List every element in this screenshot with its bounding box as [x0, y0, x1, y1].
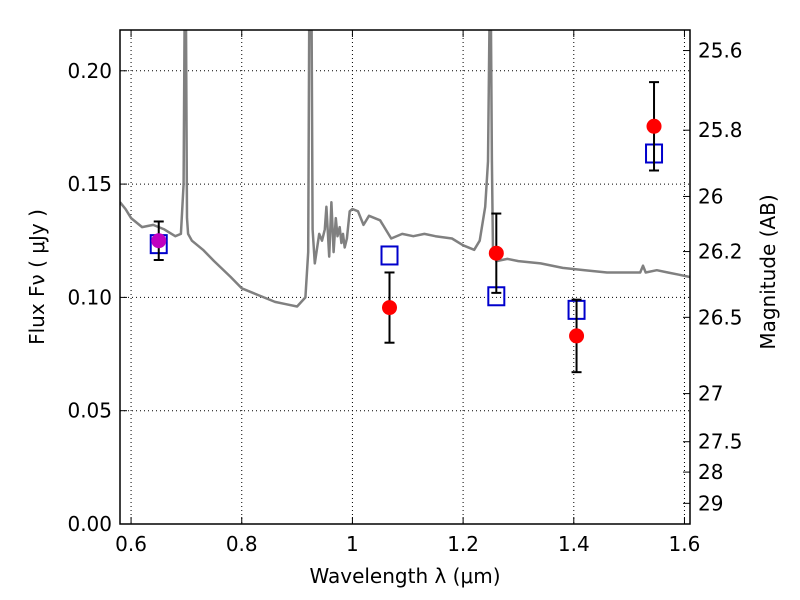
mag-tick-label: 27.5 [698, 430, 743, 454]
x-tick-label: 1.6 [669, 532, 701, 556]
mag-tick-label: 27 [698, 382, 723, 406]
points-layer [149, 81, 664, 374]
x-tick-label: 1.2 [447, 532, 479, 556]
model-spectrum-line [120, 30, 690, 308]
y-tick-label: 0.00 [67, 512, 112, 536]
y-tick-label: 0.05 [67, 399, 112, 423]
observed-point [646, 118, 662, 134]
model-box-marker [380, 245, 399, 266]
y-tick-label: 0.15 [67, 172, 112, 196]
spectrum-layer [120, 30, 690, 308]
mag-tick-label: 26.5 [698, 305, 743, 329]
observed-point [151, 233, 167, 249]
y-axis-label: Flux Fν ( μJy ) [25, 209, 49, 345]
x-tick-label: 0.8 [226, 532, 258, 556]
x-tick-label: 0.6 [115, 532, 147, 556]
observed-point [569, 328, 585, 344]
axis-ticks: 0.6 0.8 1 1.2 1.4 1.6 0.00 0.05 0.10 0.15 0.20 25.6… [67, 30, 743, 556]
x-tick-label: 1.4 [558, 532, 590, 556]
mag-tick-label: 26.2 [698, 240, 743, 264]
mag-tick-label: 25.6 [698, 39, 743, 63]
right-y-axis-label: Magnitude (AB) [756, 194, 780, 349]
mag-tick-label: 25.8 [698, 118, 743, 142]
observed-point [382, 300, 398, 316]
mag-tick-label: 29 [698, 491, 723, 515]
mag-tick-label: 28 [698, 460, 723, 484]
y-tick-label: 0.20 [67, 59, 112, 83]
observed-point [488, 245, 504, 261]
plot-frame [119, 29, 691, 525]
y-tick-label: 0.10 [67, 285, 112, 309]
mag-tick-label: 26 [698, 184, 723, 208]
x-tick-label: 1 [346, 532, 359, 556]
grid [120, 30, 690, 525]
x-axis-label: Wavelength λ (μm) [309, 564, 500, 588]
